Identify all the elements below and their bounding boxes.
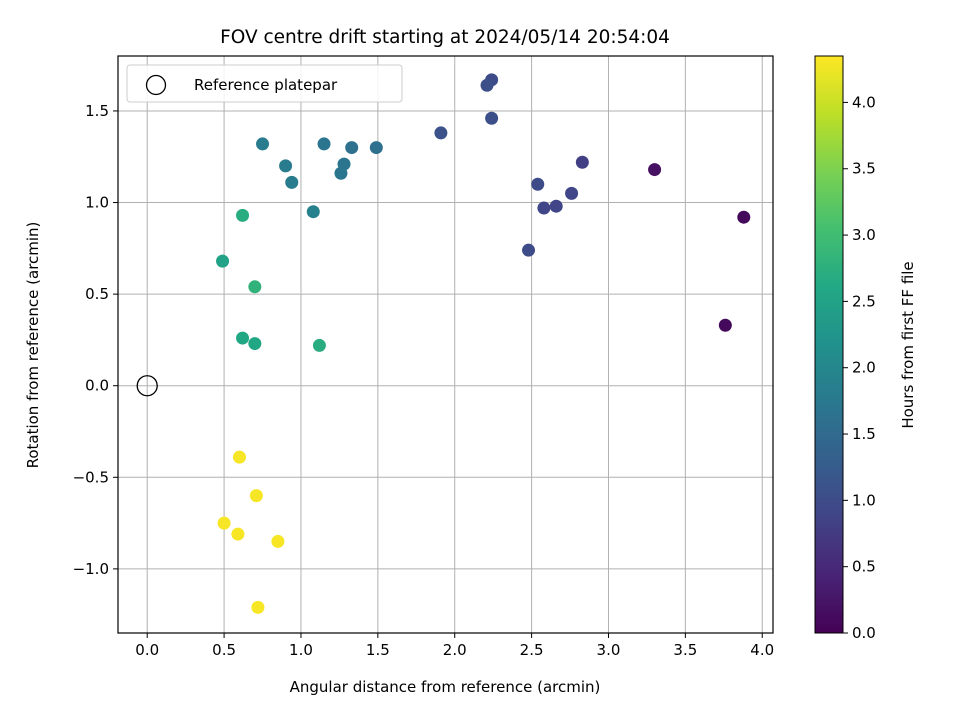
scatter-point (312, 338, 326, 352)
x-tick-label: 0.0 (135, 641, 159, 659)
scatter-point (480, 78, 494, 92)
x-tick-label: 0.5 (212, 641, 236, 659)
colorbar-tick-label: 0.5 (852, 558, 876, 576)
y-axis-label: Rotation from reference (arcmin) (24, 222, 42, 469)
scatter-point (531, 177, 545, 191)
scatter-point (236, 208, 250, 222)
scatter-point (485, 111, 499, 125)
scatter-point (271, 534, 285, 548)
scatter-point (248, 337, 262, 351)
scatter-point (549, 199, 563, 213)
colorbar-label: Hours from first FF file (899, 261, 917, 428)
scatter-point (306, 205, 320, 219)
x-tick-label: 2.5 (520, 641, 544, 659)
y-tick-label: −0.5 (73, 468, 109, 486)
colorbar-tick-label: 2.5 (852, 292, 876, 310)
colorbar-tick-label: 0.0 (852, 624, 876, 642)
data-points (136, 73, 751, 614)
scatter-point (317, 137, 331, 151)
scatter-point (217, 516, 231, 530)
scatter-point (537, 201, 551, 215)
colorbar-ticks: 0.0 0.5 1.0 1.5 2.0 2.5 3.0 3.5 4.0 (843, 93, 876, 642)
scatter-point (575, 155, 589, 169)
scatter-point (522, 243, 536, 257)
x-axis-label: Angular distance from reference (arcmin) (290, 678, 601, 696)
y-tick-label: 0.5 (85, 285, 109, 303)
scatter-point (434, 126, 448, 140)
colorbar-tick-label: 4.0 (852, 93, 876, 111)
x-tick-label: 3.5 (673, 641, 697, 659)
colorbar-tick-label: 3.5 (852, 160, 876, 178)
x-tick-label: 4.0 (750, 641, 774, 659)
colorbar-tick-label: 3.0 (852, 226, 876, 244)
grid-lines (118, 56, 773, 633)
scatter-point (231, 527, 245, 541)
reference-platepar-point (136, 375, 158, 397)
legend-marker-reference-platepar (145, 74, 167, 96)
x-tick-label: 1.0 (289, 641, 313, 659)
scatter-point (249, 489, 263, 503)
scatter-point (345, 141, 359, 155)
x-tick-label: 1.5 (366, 641, 390, 659)
colorbar-tick-label: 1.5 (852, 425, 876, 443)
scatter-point (369, 141, 383, 155)
y-tick-label: 0.0 (85, 377, 109, 395)
scatter-point (248, 280, 262, 294)
y-tick-label: 1.0 (85, 194, 109, 212)
x-tick-label: 2.0 (443, 641, 467, 659)
legend-entry-label: Reference platepar (194, 76, 338, 94)
scatter-point (285, 175, 299, 189)
scatter-point (737, 210, 751, 224)
scatter-point (216, 254, 230, 268)
legend: Reference platepar (126, 64, 403, 103)
scatter-point (648, 163, 662, 177)
scatter-point (236, 331, 250, 345)
y-tick-label: 1.5 (85, 102, 109, 120)
scatter-point (279, 159, 293, 173)
scatter-point (232, 450, 246, 464)
colorbar-tick-label: 1.0 (852, 491, 876, 509)
scatter-point (334, 166, 348, 180)
x-axis-ticks: 0.0 0.5 1.0 1.5 2.0 2.5 3.0 3.5 4.0 (135, 633, 774, 659)
colorbar (814, 55, 844, 634)
scatter-point (565, 186, 579, 200)
legend-box (126, 64, 403, 103)
y-tick-label: −1.0 (73, 560, 109, 578)
scatter-point (251, 600, 265, 614)
chart-title: FOV centre drift starting at 2024/05/14 … (220, 27, 670, 48)
scatter-point (718, 318, 732, 332)
plot-frame (117, 55, 774, 634)
colorbar-tick-label: 2.0 (852, 359, 876, 377)
x-tick-label: 3.0 (597, 641, 621, 659)
y-axis-ticks: −1.0 −0.5 0.0 0.5 1.0 1.5 (73, 102, 118, 578)
scatter-point (256, 137, 270, 151)
